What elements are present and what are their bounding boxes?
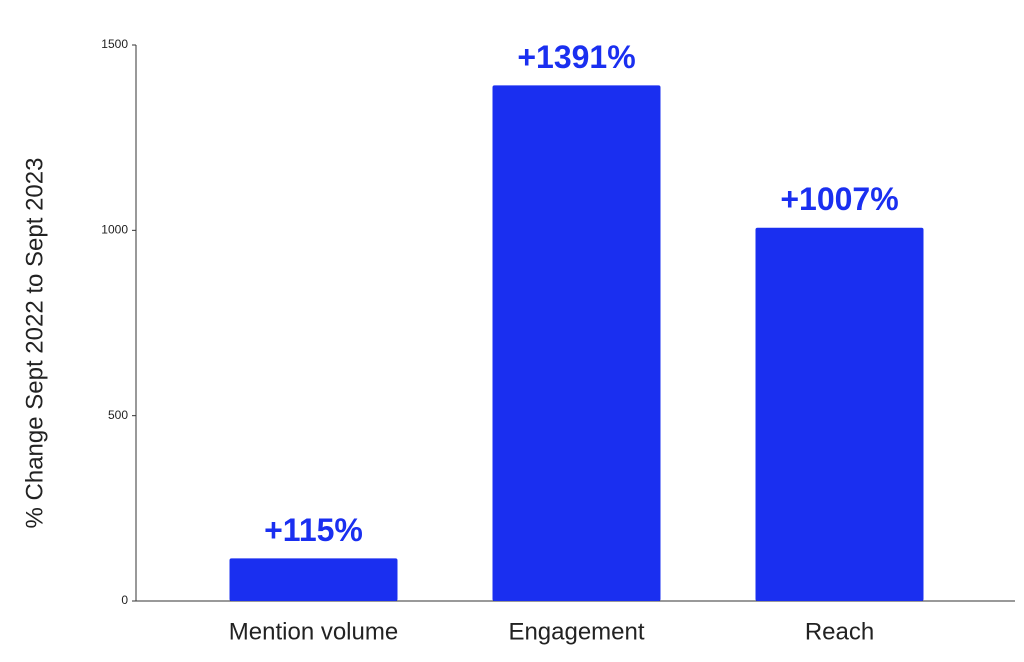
y-tick-label: 1000 <box>101 223 128 237</box>
x-tick-label: Engagement <box>508 618 644 645</box>
value-label: +115% <box>264 512 363 548</box>
value-label: +1391% <box>517 39 635 75</box>
x-tick-label: Mention volume <box>229 618 398 645</box>
value-label: +1007% <box>780 181 898 217</box>
bar <box>229 558 398 601</box>
y-tick-label: 1500 <box>101 37 128 51</box>
bar <box>492 85 661 602</box>
y-axis-title: % Change Sept 2022 to Sept 2023 <box>21 158 48 529</box>
x-tick-label: Reach <box>805 618 874 645</box>
y-tick-label: 0 <box>121 593 128 607</box>
y-tick-label: 500 <box>108 408 128 422</box>
bar <box>755 227 924 602</box>
